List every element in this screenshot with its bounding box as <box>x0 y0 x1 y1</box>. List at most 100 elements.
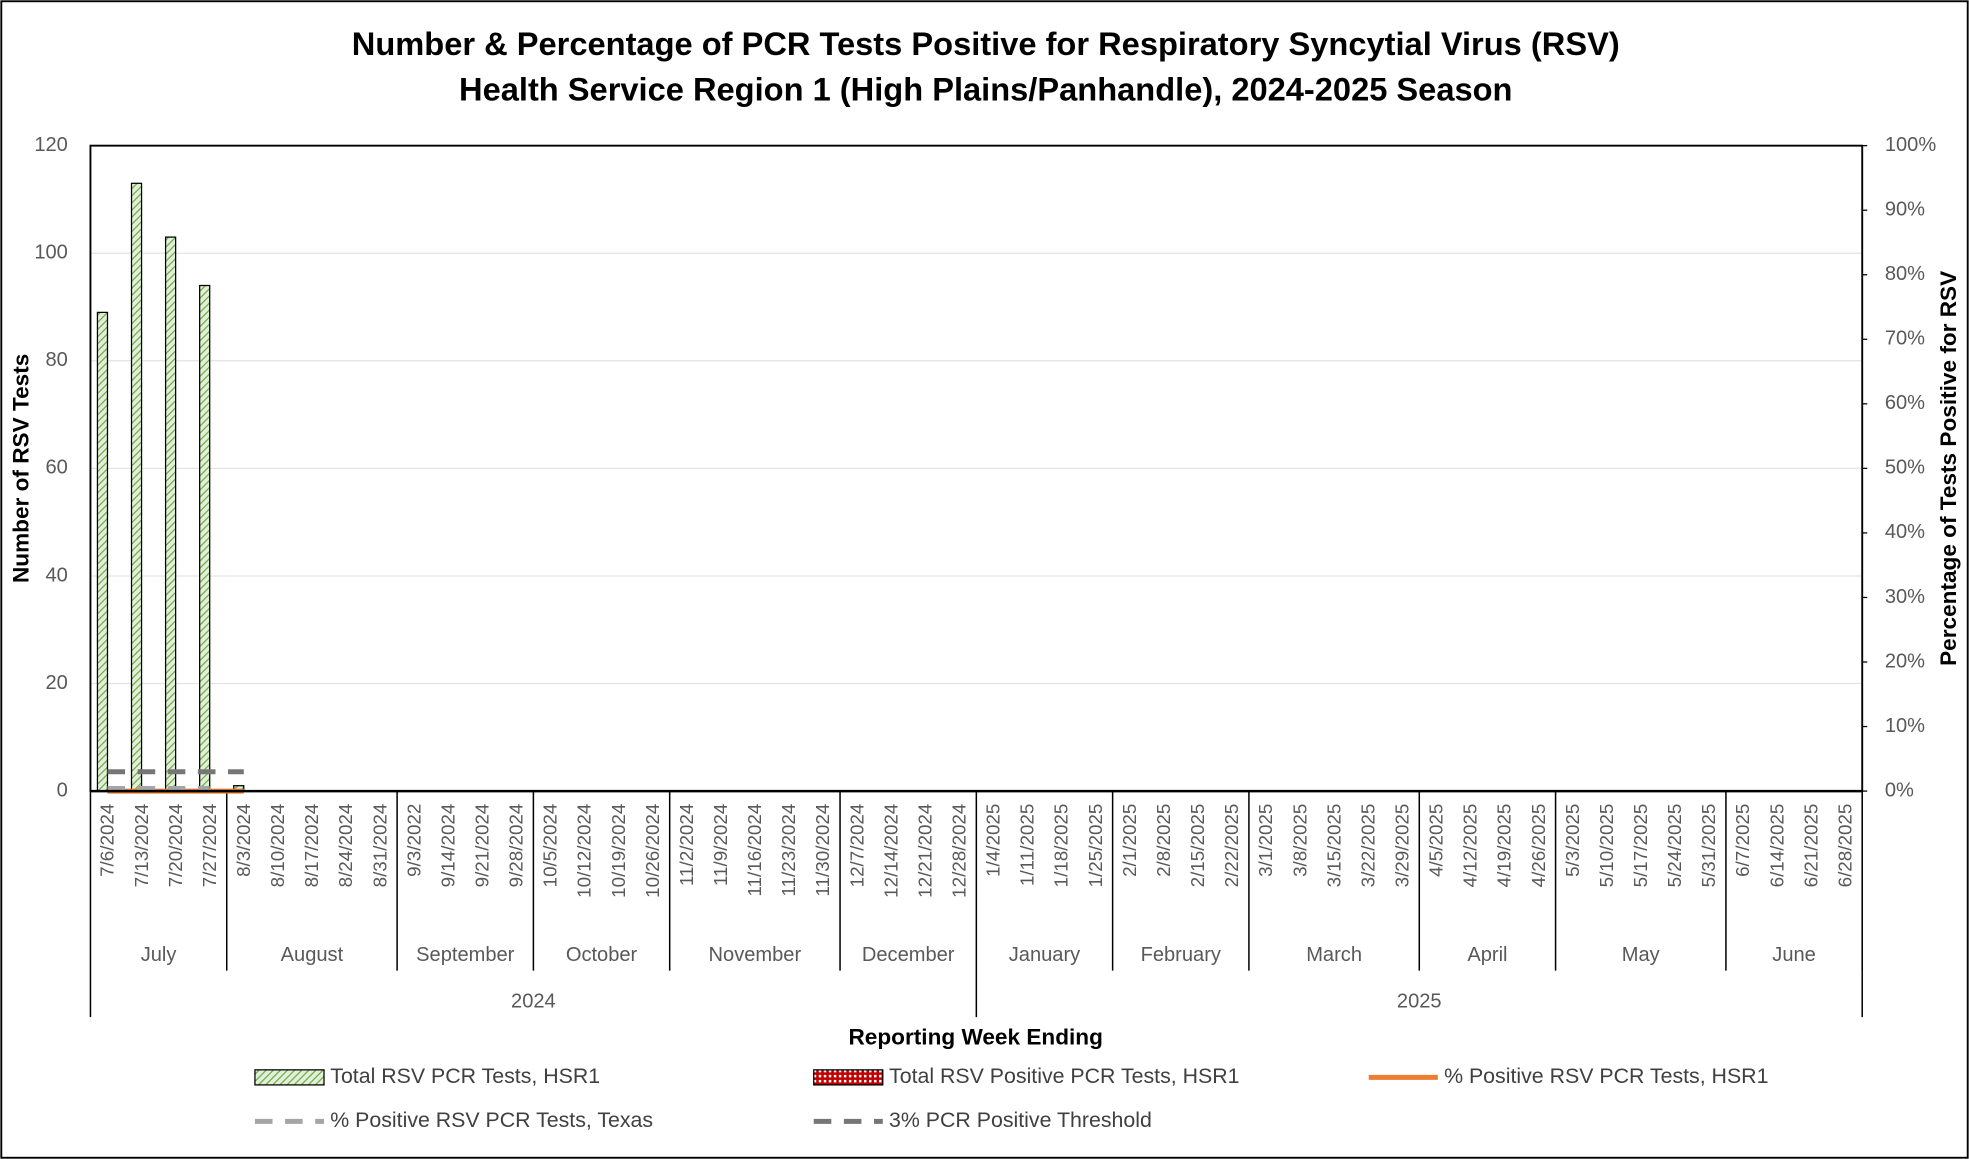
legend-label: Total RSV PCR Tests, HSR1 <box>330 1064 600 1088</box>
y2-tick-label: 80% <box>1885 263 1925 285</box>
legend-swatch <box>254 1069 325 1086</box>
month-label: September <box>416 944 515 966</box>
x-tick-label: 4/5/2025 <box>1426 804 1447 877</box>
legend-swatch <box>813 1069 884 1086</box>
y2-axis-title: Percentage of Tests Positive for RSV <box>1936 271 1961 666</box>
x-tick-label: 12/28/2024 <box>949 804 970 898</box>
chart-subtitle: Health Service Region 1 (High Plains/Pan… <box>459 70 1512 107</box>
x-tick-label: 2/22/2025 <box>1221 804 1242 888</box>
y2-tick-label: 100% <box>1885 134 1936 156</box>
y2-tick-label: 60% <box>1885 392 1925 414</box>
month-label: May <box>1622 944 1660 966</box>
x-tick-label: 1/11/2025 <box>1017 804 1038 886</box>
y-tick-label: 80 <box>46 349 68 371</box>
bar <box>96 311 109 792</box>
x-tick-label: 12/21/2024 <box>914 804 935 898</box>
x-tick-label: 1/25/2025 <box>1085 804 1106 888</box>
x-tick-label: 4/26/2025 <box>1528 804 1549 888</box>
y2-tick-label: 20% <box>1885 650 1925 672</box>
month-label: December <box>862 944 955 966</box>
x-tick-label: 5/31/2025 <box>1698 804 1719 888</box>
year-label: 2025 <box>1397 990 1442 1012</box>
x-tick-label: 8/31/2024 <box>369 804 390 888</box>
x-tick-label: 9/28/2024 <box>506 804 527 888</box>
y2-tick-label: 10% <box>1885 715 1925 737</box>
month-label: January <box>1009 944 1080 966</box>
y2-tick-label: 90% <box>1885 199 1925 221</box>
x-tick-label: 8/17/2024 <box>301 804 322 888</box>
legend-label: 3% PCR Positive Threshold <box>889 1108 1152 1132</box>
x-tick-label: 12/7/2024 <box>846 804 867 888</box>
x-tick-label: 2/15/2025 <box>1187 804 1208 888</box>
x-tick-label: 6/7/2025 <box>1732 804 1753 877</box>
x-tick-label: 3/22/2025 <box>1357 804 1378 888</box>
x-tick-label: 2/8/2025 <box>1153 804 1174 877</box>
y2-tick-label: 0% <box>1885 779 1914 801</box>
x-tick-label: 1/4/2025 <box>983 804 1004 877</box>
year-label: 2024 <box>511 990 556 1012</box>
x-tick-label: 11/16/2024 <box>744 804 765 897</box>
y-tick-label: 100 <box>34 242 68 264</box>
month-label: March <box>1306 944 1362 966</box>
y-tick-label: 20 <box>46 672 68 694</box>
x-tick-label: 8/24/2024 <box>335 804 356 888</box>
bar <box>164 236 177 792</box>
legend-label: Total RSV Positive PCR Tests, HSR1 <box>889 1064 1239 1088</box>
x-tick-label: 7/27/2024 <box>199 804 220 888</box>
bar <box>130 182 143 792</box>
x-tick-label: 11/9/2024 <box>710 804 731 886</box>
x-tick-label: 12/14/2024 <box>880 804 901 898</box>
x-tick-label: 3/29/2025 <box>1391 804 1412 888</box>
x-tick-label: 6/28/2025 <box>1834 804 1855 888</box>
month-label: July <box>141 944 177 966</box>
x-tick-label: 10/19/2024 <box>608 804 629 898</box>
month-label: April <box>1467 944 1507 966</box>
x-axis-title: Reporting Week Ending <box>849 1024 1103 1049</box>
x-tick-label: 11/23/2024 <box>778 804 799 897</box>
x-tick-label: 3/15/2025 <box>1323 804 1344 888</box>
x-tick-label: 4/12/2025 <box>1460 804 1481 888</box>
x-tick-label: 6/14/2025 <box>1766 804 1787 888</box>
y-axis-title: Number of RSV Tests <box>9 354 34 583</box>
x-tick-label: 10/5/2024 <box>540 804 561 888</box>
month-label: June <box>1772 944 1816 966</box>
x-tick-label: 2/1/2025 <box>1119 804 1140 877</box>
x-tick-label: 3/8/2025 <box>1289 804 1310 877</box>
y2-tick-label: 30% <box>1885 586 1925 608</box>
x-tick-label: 9/14/2024 <box>437 804 458 888</box>
x-tick-label: 7/13/2024 <box>131 804 152 888</box>
month-label: August <box>281 944 344 966</box>
x-tick-label: 5/17/2025 <box>1630 804 1651 888</box>
x-tick-label: 5/10/2025 <box>1596 804 1617 888</box>
y-tick-label: 0 <box>57 779 68 801</box>
y-tick-label: 40 <box>46 564 68 586</box>
x-tick-label: 9/3/2022 <box>403 804 424 877</box>
y2-tick-label: 70% <box>1885 328 1925 350</box>
x-tick-label: 11/2/2024 <box>676 804 697 886</box>
x-tick-label: 7/20/2024 <box>165 804 186 888</box>
x-tick-label: 4/19/2025 <box>1494 804 1515 888</box>
x-tick-label: 11/30/2024 <box>812 804 833 897</box>
legend-label: % Positive RSV PCR Tests, HSR1 <box>1444 1064 1768 1088</box>
x-tick-label: 5/24/2025 <box>1664 804 1685 888</box>
month-label: February <box>1141 944 1221 966</box>
x-tick-label: 3/1/2025 <box>1255 804 1276 877</box>
x-tick-label: 10/26/2024 <box>642 804 663 898</box>
bar <box>199 284 211 792</box>
y-tick-label: 120 <box>34 134 68 156</box>
month-label: November <box>709 944 802 966</box>
y2-tick-label: 40% <box>1885 521 1925 543</box>
x-tick-label: 1/18/2025 <box>1051 804 1072 888</box>
y-tick-label: 60 <box>46 457 68 479</box>
x-tick-label: 8/3/2024 <box>233 804 254 877</box>
x-tick-label: 5/3/2025 <box>1562 804 1583 877</box>
month-label: October <box>566 944 638 966</box>
chart-title: Number & Percentage of PCR Tests Positiv… <box>352 25 1620 62</box>
x-tick-label: 8/10/2024 <box>267 804 288 888</box>
x-tick-label: 7/6/2024 <box>97 804 118 877</box>
legend-label: % Positive RSV PCR Tests, Texas <box>330 1108 653 1132</box>
x-tick-label: 6/21/2025 <box>1800 804 1821 888</box>
x-tick-label: 9/21/2024 <box>472 804 493 888</box>
